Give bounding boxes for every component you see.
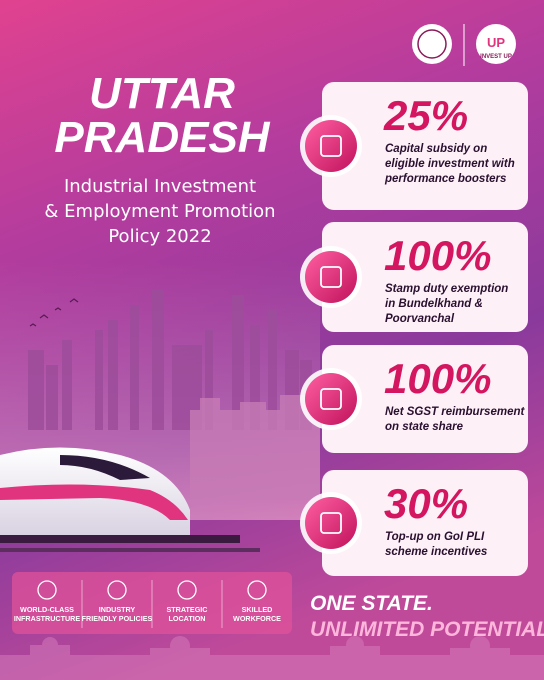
card-description: scheme incentives [385, 546, 487, 558]
feature-icon [37, 580, 57, 600]
logo-text: INVEST UP [480, 54, 512, 60]
subtitle-line: Industrial Investment [64, 176, 256, 197]
feature-label: WORLD-CLASS [20, 605, 74, 614]
feature-label: INFRASTRUCTURE [14, 614, 80, 623]
icon-glyph [320, 512, 342, 534]
card-number: 100% [384, 355, 491, 402]
card-description: in Bundelkhand & [385, 298, 483, 310]
logo-mark: UP [487, 35, 505, 50]
train [0, 447, 260, 552]
card-description: Stamp duty exemption [385, 283, 508, 295]
benefit-card: 100% Net SGST reimbursement on state share [300, 345, 528, 453]
card-description: Top-up on GoI PLI [385, 531, 485, 543]
icon-glyph [320, 135, 342, 157]
birds [29, 298, 79, 327]
old-city [190, 395, 320, 500]
feature-label: WORKFORCE [233, 614, 281, 623]
feature-label: STRATEGIC [167, 605, 208, 614]
icon-glyph [320, 388, 342, 410]
government-emblem-ring [417, 29, 447, 59]
title-line: UTTAR [89, 69, 235, 118]
icon-circle [305, 120, 357, 172]
card-description: Capital subsidy on [385, 143, 487, 155]
benefit-card: 25% Capital subsidy on eligible investment… [300, 82, 528, 210]
title-line: PRADESH [54, 113, 270, 162]
card-description: Net SGST reimbursement [385, 406, 525, 418]
subtitle-line: & Employment Promotion [44, 201, 275, 222]
icon-circle [305, 251, 357, 303]
feature-label: INDUSTRY [99, 605, 136, 614]
card-description: Poorvanchal [385, 313, 455, 325]
card-background [322, 470, 528, 576]
heritage-silhouette [0, 636, 544, 680]
industrial-skyline [28, 290, 312, 430]
card-number: 100% [384, 232, 491, 279]
card-number: 30% [384, 480, 468, 527]
card-background [322, 345, 528, 453]
benefit-card: 30% Top-up on GoI PLI scheme incentives [300, 470, 528, 576]
icon-circle [305, 497, 357, 549]
tagline: UNLIMITED POTENTIAL. [310, 618, 544, 641]
invest-up-logo [476, 24, 516, 64]
feature-label: LOCATION [169, 614, 206, 623]
subtitle-line: Policy 2022 [108, 226, 211, 247]
feature-icon [177, 580, 197, 600]
card-background [322, 222, 528, 332]
feature-label: SKILLED [242, 605, 273, 614]
benefit-card: 100% Stamp duty exemption in Bundelkhand &… [300, 222, 528, 332]
card-background [322, 82, 528, 210]
icon-glyph [320, 266, 342, 288]
tagline: ONE STATE. [310, 592, 433, 615]
benefit-cards: 25% Capital subsidy on eligible investment… [300, 82, 528, 576]
icon-circle [305, 373, 357, 425]
feature-icon [247, 580, 267, 600]
card-number: 25% [383, 92, 468, 139]
feature-icon [107, 580, 127, 600]
feature-label: FRIENDLY POLICIES [82, 614, 153, 623]
card-description: on state share [385, 421, 464, 433]
card-description: performance boosters [384, 173, 506, 185]
card-description: eligible investment with [385, 158, 515, 170]
